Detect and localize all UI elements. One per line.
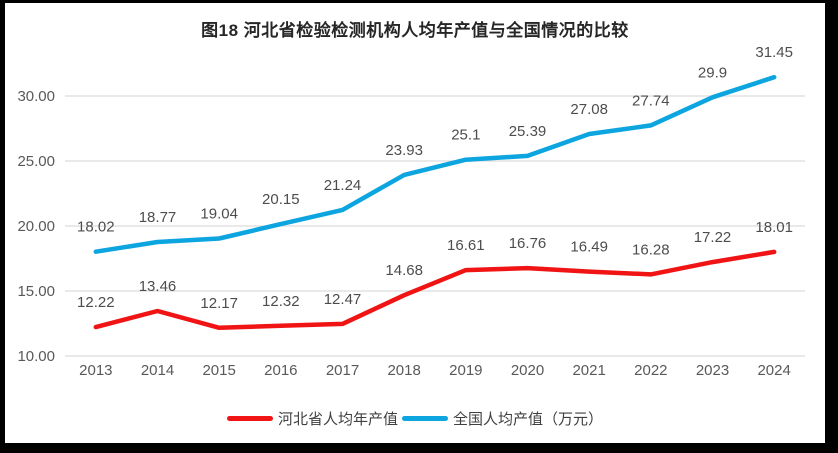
data-label: 16.61: [447, 237, 485, 254]
x-tick-label: 2023: [696, 362, 729, 379]
legend-swatch-0: [226, 416, 273, 421]
legend-item-1: 全国人均产值（万元）: [402, 408, 603, 429]
data-label: 16.28: [632, 241, 670, 258]
x-tick-label: 2019: [449, 362, 482, 379]
legend-label-0: 河北省人均年产值: [277, 411, 398, 428]
line-chart: 10.00 15.00 20.00 25.00 30.00 2013 2014 2015 201…: [17, 44, 805, 379]
data-label: 12.17: [200, 295, 238, 312]
data-label: 25.1: [451, 127, 480, 144]
data-label: 18.77: [139, 209, 177, 226]
y-tick-label: 25.00: [17, 153, 55, 170]
data-label: 18.02: [77, 219, 115, 236]
data-label: 19.04: [200, 205, 238, 222]
data-label: 16.76: [509, 235, 547, 252]
series-line-0: [93, 249, 777, 331]
data-label: 18.01: [755, 219, 793, 236]
y-tick-label: 30.00: [17, 88, 55, 105]
data-label: 27.08: [570, 101, 608, 118]
x-tick-label: 2018: [387, 362, 420, 379]
y-tick-label: 20.00: [17, 218, 55, 235]
x-tick-label: 2013: [79, 362, 112, 379]
x-tick-label: 2022: [634, 362, 667, 379]
data-label: 21.24: [324, 177, 362, 194]
x-tick-label: 2014: [141, 362, 174, 379]
data-label: 12.32: [262, 293, 300, 310]
x-tick-label: 2020: [511, 362, 544, 379]
legend-label-1: 全国人均产值（万元）: [453, 411, 604, 428]
x-tick-label: 2015: [202, 362, 235, 379]
data-label: 16.49: [570, 239, 608, 256]
chart-title: 图18 河北省检验检测机构人均年产值与全国情况的比较: [201, 21, 629, 40]
chart-legend: 河北省人均年产值 全国人均产值（万元）: [5, 408, 825, 429]
series-line-1: [93, 74, 777, 254]
data-label: 14.68: [385, 262, 423, 279]
x-tick-label: 2017: [326, 362, 359, 379]
legend-swatch-1: [402, 416, 448, 421]
x-tick-label: 2021: [572, 362, 605, 379]
data-label: 31.45: [755, 44, 793, 61]
data-label: 27.74: [632, 92, 670, 109]
data-label: 20.15: [262, 191, 300, 208]
x-tick-label: 2016: [264, 362, 297, 379]
data-label: 12.47: [324, 291, 362, 308]
legend-item-0: 河北省人均年产值: [226, 408, 398, 429]
data-label: 25.39: [509, 123, 547, 140]
data-label: 13.46: [139, 278, 177, 295]
y-tick-label: 15.00: [17, 283, 55, 300]
y-tick-label: 10.00: [17, 348, 55, 365]
data-label: 12.22: [77, 294, 115, 311]
data-label: 29.9: [698, 64, 727, 81]
data-label: 23.93: [385, 142, 423, 159]
data-label: 17.22: [694, 229, 732, 246]
x-tick-label: 2024: [757, 362, 790, 379]
